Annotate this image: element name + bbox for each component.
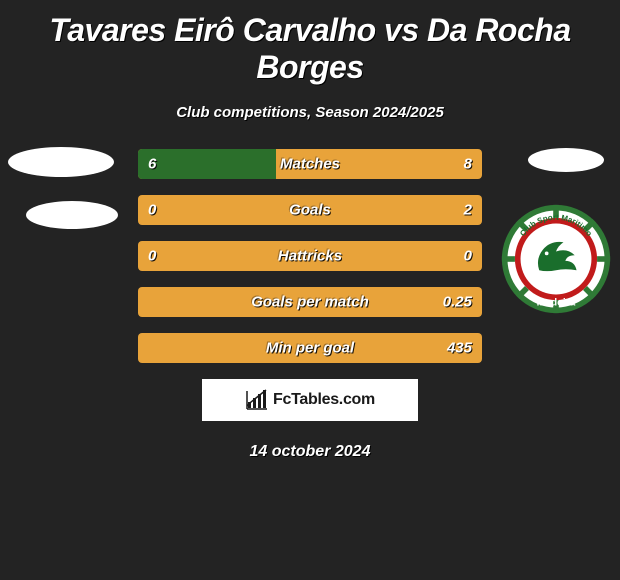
- svg-text:Madeira: Madeira: [537, 298, 576, 309]
- subtitle: Club competitions, Season 2024/2025: [0, 104, 620, 121]
- stat-bar: 0.25Goals per match: [138, 287, 482, 317]
- player-right-avatar-placeholder: [528, 148, 604, 172]
- comparison-section: Madeira Club Sport Maritimo 68Matches 02G…: [0, 149, 620, 461]
- bar-chart-icon: [245, 388, 269, 412]
- club-right-badge: Madeira Club Sport Maritimo: [500, 203, 612, 315]
- stat-bar-left-fill: [138, 149, 276, 179]
- brand-watermark: FcTables.com: [202, 379, 418, 421]
- player-left-avatar-placeholder: [8, 147, 114, 177]
- stats-bars: 68Matches 02Goals 00Hattricks 0.25Goals per…: [138, 149, 482, 363]
- club-left-badge-placeholder: [26, 201, 118, 229]
- maritimo-badge-icon: Madeira Club Sport Maritimo: [500, 203, 612, 315]
- stat-bar: 68Matches: [138, 149, 482, 179]
- page-title: Tavares Eirô Carvalho vs Da Rocha Borges: [0, 0, 620, 86]
- date-label: 14 october 2024: [0, 443, 620, 461]
- brand-text: FcTables.com: [273, 391, 375, 409]
- stat-bar: 00Hattricks: [138, 241, 482, 271]
- stat-bar: 435Min per goal: [138, 333, 482, 363]
- stat-bar: 02Goals: [138, 195, 482, 225]
